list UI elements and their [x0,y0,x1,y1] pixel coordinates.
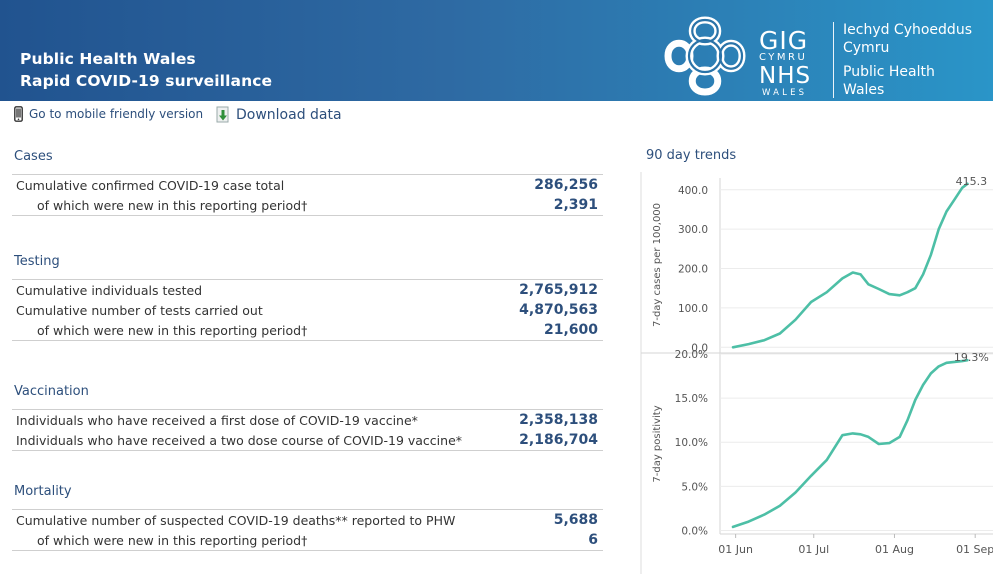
row-value: 286,256 [534,177,598,193]
row-label: Individuals who have received a first do… [16,413,418,428]
logo-nhs-text: NHS [759,63,812,89]
mortality-table: Cumulative number of suspected COVID-19 … [12,509,603,551]
y-tick-label: 15.0% [675,393,708,405]
section-title-mortality: Mortality [14,484,72,499]
y-tick-label: 5.0% [681,481,708,493]
logo-english-line1: Public Health [843,64,935,80]
table-row: Cumulative individuals tested 2,765,912 [12,280,603,300]
x-tick-label: 01 Jul [798,543,829,556]
row-label: of which were new in this reporting peri… [37,198,308,213]
table-row: Cumulative confirmed COVID-19 case total… [12,175,603,195]
page-subtitle: Rapid COVID-19 surveillance [20,72,273,90]
trends-title: 90 day trends [646,148,737,163]
download-icon [216,106,229,123]
section-title-cases: Cases [14,149,53,164]
y-tick-label: 10.0% [675,437,708,449]
y-tick-label: 0.0 [691,342,708,354]
table-row: Individuals who have received a two dose… [12,430,603,450]
table-row: Cumulative number of suspected COVID-19 … [12,510,603,530]
y-axis-label: 7-day cases per 100,000 [652,203,663,327]
logo-gig-text: GIG [759,26,809,55]
mobile-version-label: Go to mobile friendly version [29,107,204,121]
testing-table: Cumulative individuals tested 2,765,912 … [12,279,603,341]
header-banner: Public Health Wales Rapid COVID-19 surve… [0,0,993,101]
row-value: 2,391 [553,197,598,213]
logo-divider [833,22,834,98]
row-value: 5,688 [553,512,598,528]
row-label: of which were new in this reporting peri… [37,323,308,338]
row-value: 2,358,138 [519,412,598,428]
section-title-vaccination: Vaccination [14,384,89,399]
logo-welsh-line1: Iechyd Cyhoeddus [843,22,972,38]
row-value: 2,765,912 [519,282,598,298]
cases-table: Cumulative confirmed COVID-19 case total… [12,174,603,216]
y-tick-label: 300.0 [678,224,708,236]
end-value-label: 415.3 [956,175,988,188]
row-value: 6 [588,532,598,548]
section-title-testing: Testing [14,254,60,269]
table-row: of which were new in this reporting peri… [12,195,603,215]
logo-english-line2: Wales [843,82,885,98]
row-label: Cumulative individuals tested [16,283,203,298]
logo-cymru-text: CYMRU [759,52,808,63]
series-line [731,358,969,529]
y-axis-label: 7-day positivity [652,405,663,482]
download-data-label: Download data [236,107,342,123]
table-row: of which were new in this reporting peri… [12,320,603,340]
y-tick-label: 100.0 [678,303,708,315]
logo-welsh-line2: Cymru [843,40,890,56]
y-tick-label: 20.0% [675,349,708,361]
end-value-label: 19.3% [954,351,989,364]
row-label: Cumulative confirmed COVID-19 case total [16,178,285,193]
vaccination-table: Individuals who have received a first do… [12,409,603,451]
row-label: Cumulative number of tests carried out [16,303,263,318]
logo-wales-text: WALES [762,88,808,98]
y-tick-label: 400.0 [678,185,708,197]
row-value: 4,870,563 [519,302,598,318]
x-tick-label: 01 Jun [718,543,753,556]
table-row: Cumulative number of tests carried out 4… [12,300,603,320]
y-tick-label: 0.0% [681,525,708,537]
x-tick-label: 01 Aug [875,543,914,556]
celtic-knot-icon [664,16,746,96]
page-title: Public Health Wales [20,50,196,68]
phone-icon [14,106,23,122]
row-label: Cumulative number of suspected COVID-19 … [16,513,456,528]
row-value: 2,186,704 [519,432,598,448]
row-label: Individuals who have received a two dose… [16,433,463,448]
x-tick-label: 01 Sep [956,543,993,556]
table-row: Individuals who have received a first do… [12,410,603,430]
y-tick-label: 200.0 [678,264,708,276]
table-row: of which were new in this reporting peri… [12,530,603,550]
series-line [731,182,969,349]
phw-logo: GIG CYMRU NHS WALES Iechyd Cyhoeddus Cym… [660,12,990,100]
trend-charts: 0.0 100.0 200.0 300.0 400.0 7-day cases per 1… [640,172,993,574]
download-data-link[interactable]: Download data [216,106,342,124]
row-value: 21,600 [543,322,598,338]
mobile-version-link[interactable]: Go to mobile friendly version [14,106,203,122]
row-label: of which were new in this reporting peri… [37,533,308,548]
